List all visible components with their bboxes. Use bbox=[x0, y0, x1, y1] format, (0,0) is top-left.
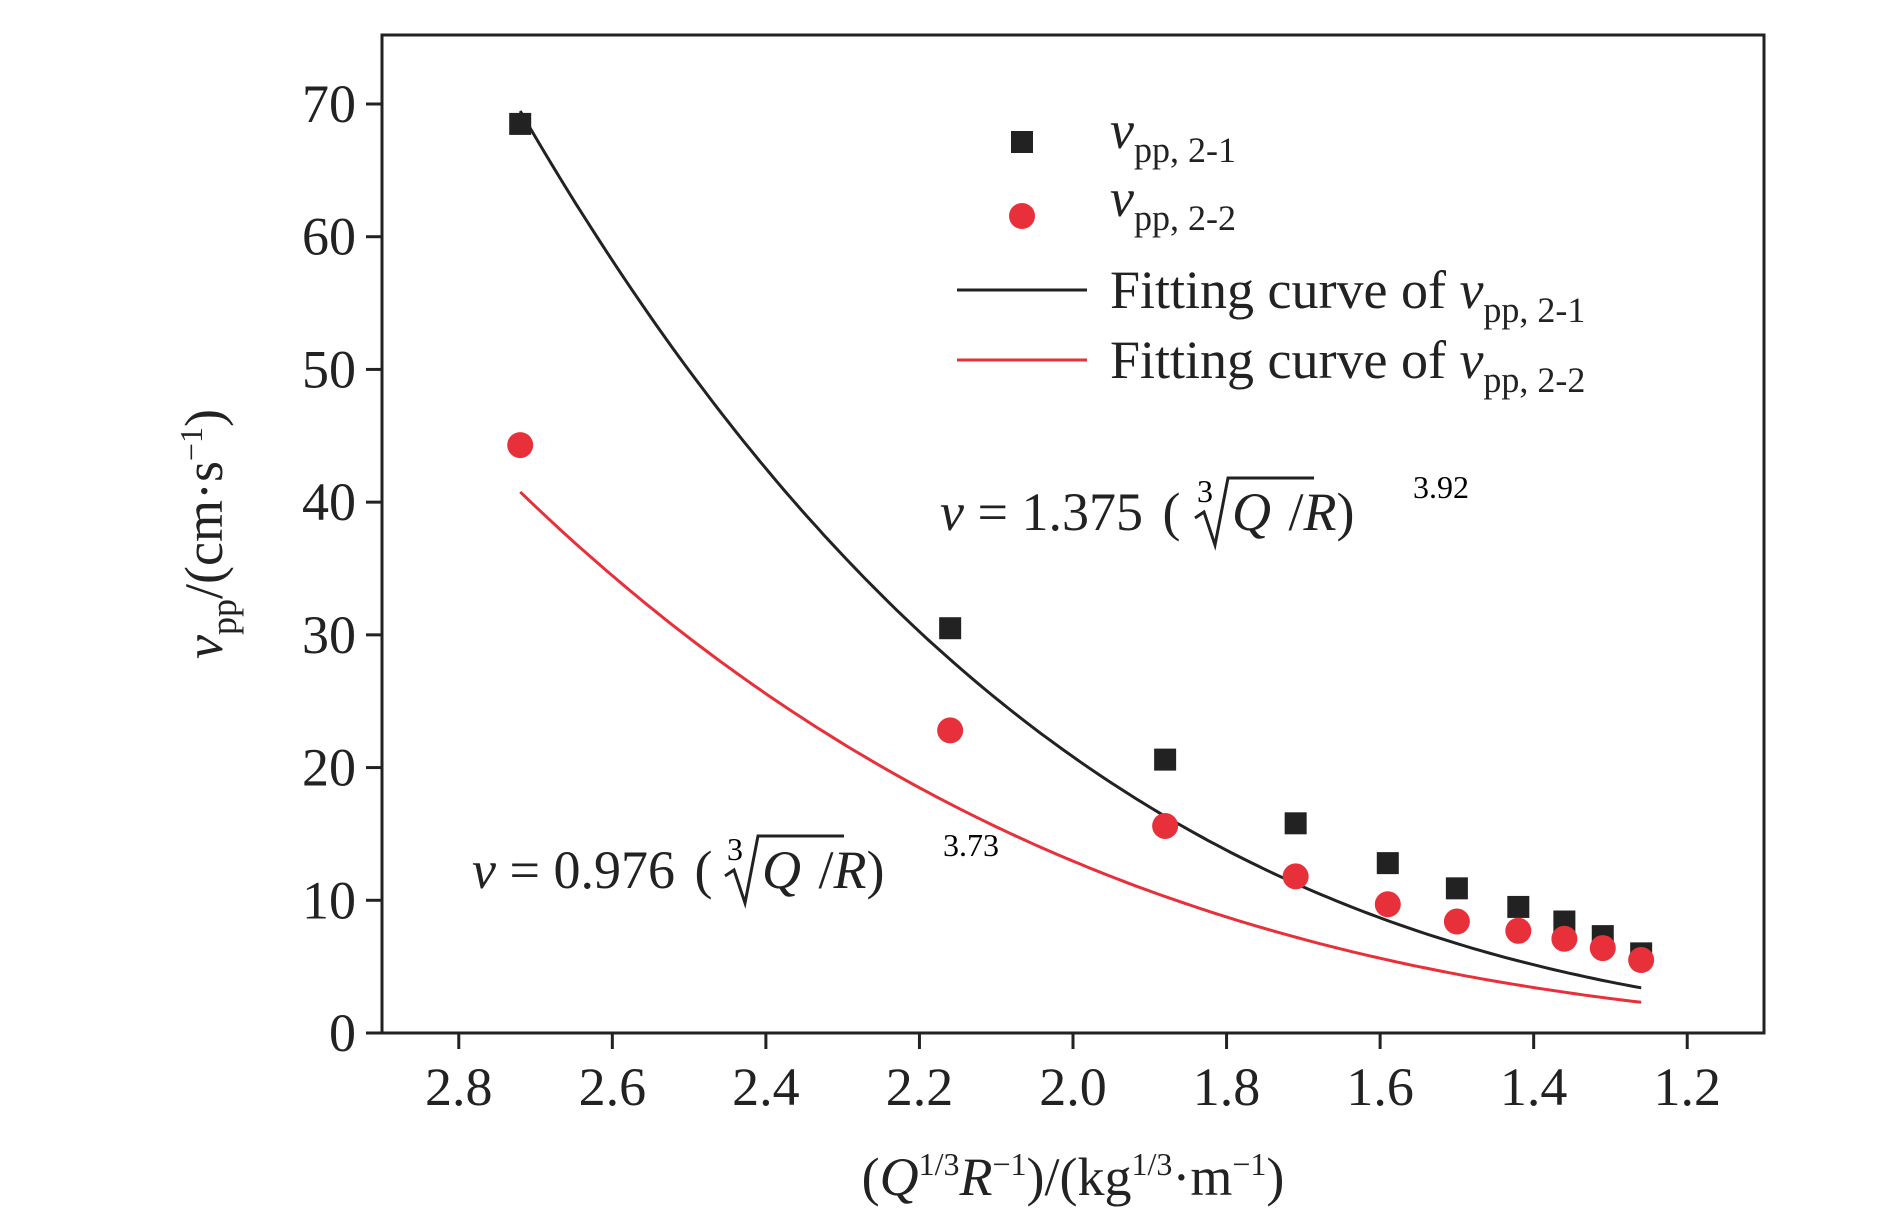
eq1-exp: 3.92 bbox=[1413, 469, 1469, 505]
series-1-point bbox=[1376, 852, 1399, 875]
y-tick-label: 10 bbox=[302, 870, 356, 930]
x-tick-label: 1.2 bbox=[1653, 1057, 1721, 1117]
series-1-point bbox=[1507, 895, 1530, 918]
x-axis-title: (Q1/3R−1)/(kg1/3·m−1) bbox=[862, 1146, 1285, 1207]
y-tick-label: 30 bbox=[302, 605, 356, 665]
legend-label-series-1: vpp, 2-1 bbox=[1110, 100, 1236, 170]
eq1-root-index: 3 bbox=[1197, 473, 1213, 509]
series-2-point bbox=[507, 432, 534, 459]
y-tick-label: 20 bbox=[302, 738, 356, 798]
series-2-point bbox=[1551, 925, 1578, 952]
y-tick-label: 0 bbox=[329, 1003, 356, 1063]
eq2-radical bbox=[724, 834, 844, 909]
eq1-coef: 1.375 bbox=[1021, 482, 1143, 542]
x-tick-label: 2.6 bbox=[579, 1057, 647, 1117]
series-1-point bbox=[1445, 877, 1468, 900]
svg-text:v = 1.375 (: v = 1.375 ( bbox=[940, 482, 1180, 542]
series-1-point bbox=[939, 617, 962, 640]
fit-curve-2 bbox=[519, 490, 1642, 1004]
eq1-r: R bbox=[1303, 482, 1337, 542]
fit-curve-1 bbox=[518, 110, 1642, 990]
x-tick-label: 2.4 bbox=[732, 1057, 800, 1117]
equation-fit-2: v = 0.976 ( 3 Q /R) 3.73 bbox=[472, 827, 999, 909]
series-2-point bbox=[1628, 947, 1655, 974]
eq2-div: / bbox=[819, 840, 834, 900]
series-2-point bbox=[1589, 935, 1616, 962]
eq2-equals: = bbox=[509, 840, 539, 900]
eq2-exp: 3.73 bbox=[943, 827, 999, 863]
fit-curves bbox=[518, 110, 1642, 1004]
legend-label-fit-2: Fitting curve of vpp, 2-2 bbox=[1110, 330, 1585, 400]
series-2-point bbox=[1282, 863, 1309, 890]
eq1-div: / bbox=[1289, 482, 1304, 542]
eq1-equals: = bbox=[977, 482, 1007, 542]
series-2-point bbox=[1443, 908, 1470, 935]
x-axis-ticks: 2.8 2.6 2.4 2.2 2.0 1.8 1.6 1.4 1.2 bbox=[425, 1033, 1721, 1117]
y-tick-label: 70 bbox=[302, 74, 356, 134]
svg-text:v = 0.976 (: v = 0.976 ( bbox=[472, 840, 712, 900]
legend-marker-series-1 bbox=[1011, 131, 1033, 153]
eq2-r: R bbox=[833, 840, 867, 900]
y-tick-label: 40 bbox=[302, 472, 356, 532]
series-1-point bbox=[1154, 748, 1177, 771]
series-1-point bbox=[509, 112, 532, 135]
x-tick-label: 1.4 bbox=[1500, 1057, 1568, 1117]
y-tick-label: 60 bbox=[302, 207, 356, 267]
y-tick-label: 50 bbox=[302, 339, 356, 399]
eq2-lhs: v bbox=[472, 840, 496, 900]
eq1-radical bbox=[1194, 476, 1314, 551]
series-1-point bbox=[1284, 812, 1307, 835]
x-tick-label: 2.0 bbox=[1039, 1057, 1107, 1117]
legend: vpp, 2-1 vpp, 2-2 Fitting curve of vpp, … bbox=[957, 100, 1585, 400]
x-tick-label: 2.2 bbox=[886, 1057, 954, 1117]
svg-text:Q /R): Q /R) bbox=[762, 840, 885, 900]
eq2-root-index: 3 bbox=[727, 831, 743, 867]
svg-text:Q /R): Q /R) bbox=[1232, 482, 1355, 542]
x-tick-label: 1.6 bbox=[1346, 1057, 1414, 1117]
eq1-lhs: v bbox=[940, 482, 964, 542]
series-2-point bbox=[1152, 812, 1179, 839]
x-tick-label: 1.8 bbox=[1193, 1057, 1261, 1117]
y-axis-ticks: 0 10 20 30 40 50 60 70 bbox=[302, 74, 382, 1063]
legend-label-series-2: vpp, 2-2 bbox=[1110, 168, 1236, 238]
legend-label-fit-1: Fitting curve of vpp, 2-1 bbox=[1110, 260, 1585, 330]
eq1-q: Q bbox=[1232, 482, 1271, 542]
eq2-coef: 0.976 bbox=[553, 840, 675, 900]
data-points bbox=[507, 112, 1655, 974]
legend-marker-series-2 bbox=[1009, 203, 1035, 229]
series-2-point bbox=[1505, 917, 1532, 944]
equation-fit-1: v = 1.375 ( 3 Q /R) 3.92 bbox=[940, 469, 1469, 551]
series-2-point bbox=[937, 717, 964, 744]
x-tick-label: 2.8 bbox=[425, 1057, 493, 1117]
y-axis-title: vpp/(cm·s−1) bbox=[173, 409, 244, 659]
eq2-q: Q bbox=[762, 840, 801, 900]
series-2-point bbox=[1374, 891, 1401, 918]
